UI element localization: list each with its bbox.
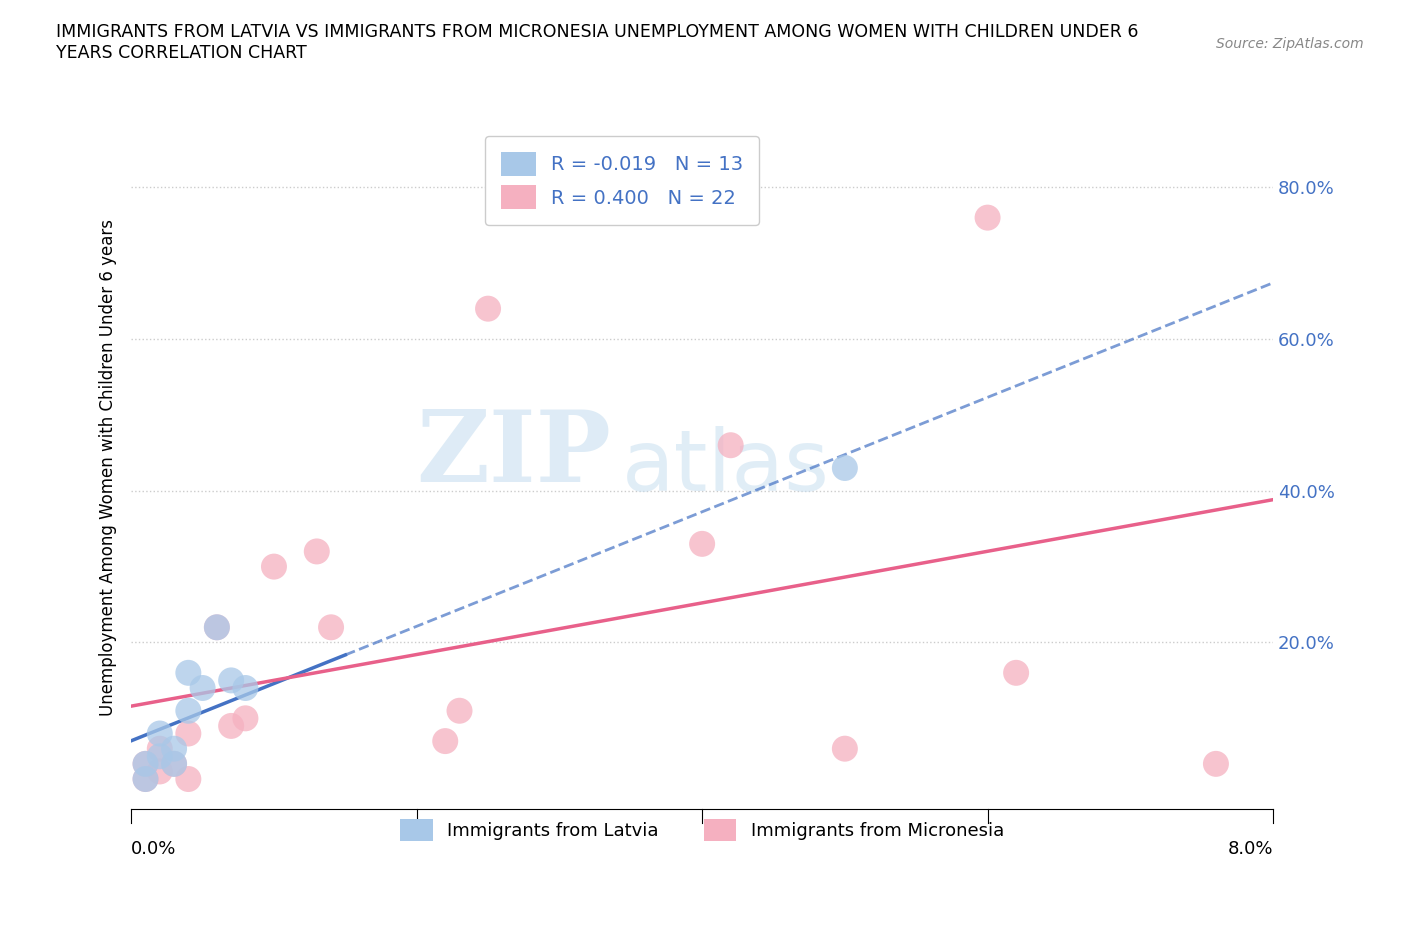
Point: [191, 681, 214, 696]
Point: [135, 756, 157, 771]
Point: [834, 460, 856, 475]
Point: [135, 772, 157, 787]
Point: [177, 703, 200, 718]
Point: [449, 703, 471, 718]
Point: [177, 772, 200, 787]
Point: [1205, 756, 1227, 771]
Point: [163, 741, 186, 756]
Point: [263, 559, 285, 574]
Point: [976, 210, 998, 225]
Point: [135, 756, 157, 771]
Text: IMMIGRANTS FROM LATVIA VS IMMIGRANTS FROM MICRONESIA UNEMPLOYMENT AMONG WOMEN WI: IMMIGRANTS FROM LATVIA VS IMMIGRANTS FRO…: [56, 23, 1139, 62]
Legend: Immigrants from Latvia, Immigrants from Micronesia: Immigrants from Latvia, Immigrants from …: [394, 812, 1011, 848]
Text: 0.0%: 0.0%: [131, 840, 177, 857]
Text: ZIP: ZIP: [416, 405, 610, 503]
Point: [235, 711, 257, 725]
Point: [205, 620, 228, 635]
Point: [135, 772, 157, 787]
Point: [235, 681, 257, 696]
Point: [177, 665, 200, 680]
Text: 8.0%: 8.0%: [1227, 840, 1272, 857]
Point: [690, 537, 713, 551]
Text: Source: ZipAtlas.com: Source: ZipAtlas.com: [1216, 37, 1364, 51]
Point: [219, 719, 242, 734]
Point: [434, 734, 457, 749]
Point: [149, 726, 172, 741]
Point: [319, 620, 342, 635]
Point: [149, 749, 172, 764]
Point: [149, 741, 172, 756]
Point: [477, 301, 499, 316]
Point: [177, 726, 200, 741]
Point: [305, 544, 328, 559]
Point: [1005, 665, 1028, 680]
Text: atlas: atlas: [623, 427, 830, 510]
Point: [163, 756, 186, 771]
Point: [149, 764, 172, 779]
Y-axis label: Unemployment Among Women with Children Under 6 years: Unemployment Among Women with Children U…: [100, 219, 117, 716]
Point: [163, 756, 186, 771]
Point: [834, 741, 856, 756]
Point: [720, 438, 742, 453]
Point: [205, 620, 228, 635]
Point: [219, 673, 242, 688]
